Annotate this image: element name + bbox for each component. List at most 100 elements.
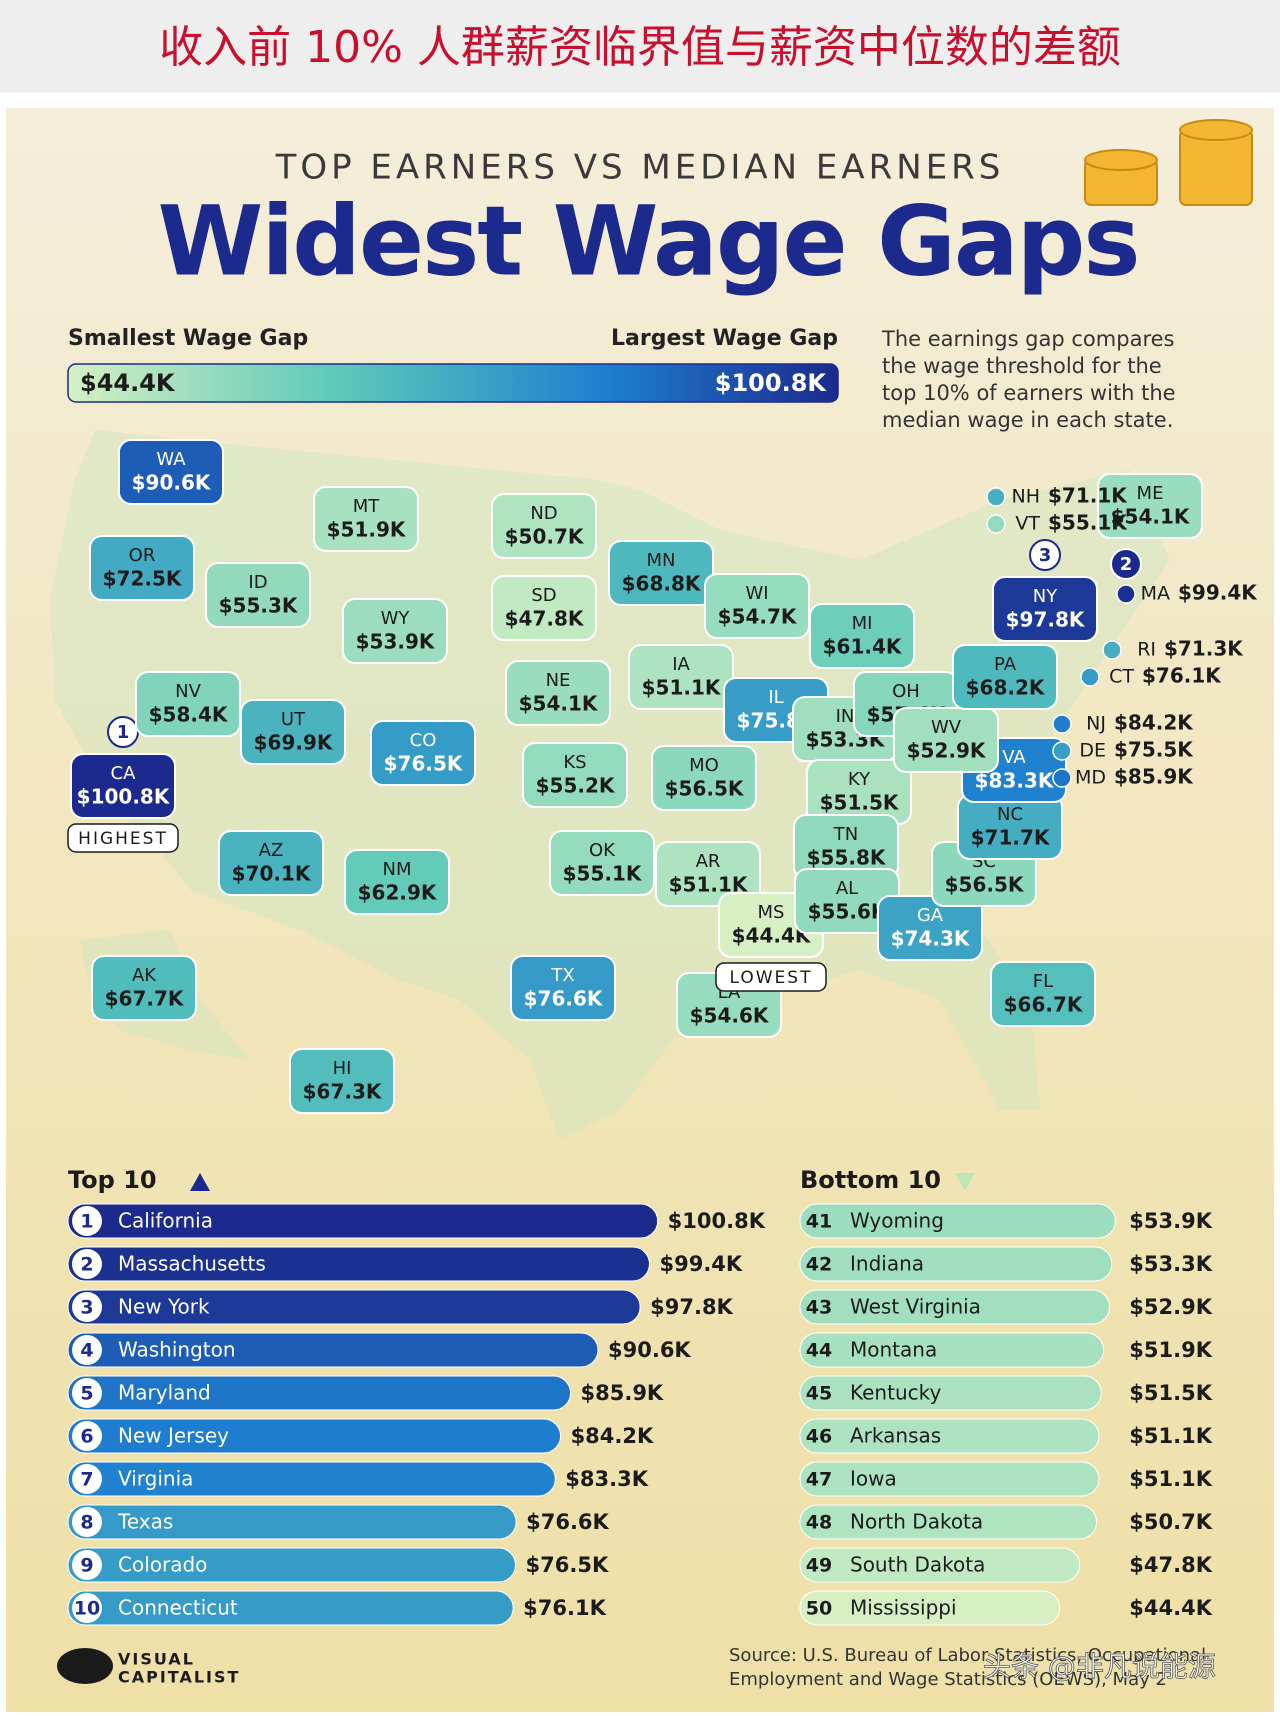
rank-circle (72, 1550, 102, 1580)
rank-circle (72, 1378, 102, 1408)
description-line: the wage threshold for the (882, 354, 1162, 378)
state-code: MT (353, 496, 381, 517)
rank-circle (72, 1249, 102, 1279)
state-tile (240, 699, 346, 765)
state-name: Montana (850, 1338, 937, 1362)
state-name: Indiana (850, 1252, 924, 1276)
state-name: Texas (117, 1510, 173, 1534)
state-value: $54.1K (519, 692, 599, 716)
bar (67, 1375, 572, 1411)
state-value: $76.5K (384, 752, 464, 776)
legend-min-value: $44.4K (80, 369, 176, 397)
header-title: 收入前 10% 人群薪资临界值与薪资中位数的差额 (159, 22, 1121, 73)
bar (67, 1289, 641, 1325)
state-swatch (1052, 741, 1072, 761)
state-swatch (1052, 714, 1072, 734)
state-code: AL (836, 878, 858, 899)
state-name: New York (118, 1295, 210, 1319)
rank: 49 (806, 1555, 832, 1577)
state-value: $55.6K (808, 900, 888, 924)
state-tile (370, 720, 476, 786)
state-swatch (1080, 667, 1100, 687)
state-code: CA (111, 763, 137, 784)
state-swatch (986, 514, 1006, 534)
state-code: IL (768, 687, 783, 708)
rank: 4 (80, 1340, 93, 1362)
state-value: $67.3K (303, 1080, 383, 1104)
state-code: SD (531, 585, 556, 606)
state-value: $66.7K (1004, 993, 1084, 1017)
bar (799, 1461, 1100, 1497)
state-name: Arkansas (850, 1424, 941, 1448)
state-tile (651, 745, 757, 811)
state-tile (549, 830, 655, 896)
state-value: $74.3K (891, 927, 971, 951)
state-code: KS (563, 752, 586, 773)
state-code: VA (1002, 747, 1026, 768)
state-tile (877, 895, 983, 961)
bar (799, 1504, 1098, 1540)
state-value: $55.3K (219, 594, 299, 618)
state-tile (990, 961, 1096, 1027)
bar (799, 1203, 1116, 1239)
bar-value: $99.4K (659, 1252, 742, 1276)
bar-value: $76.1K (523, 1596, 606, 1620)
state-name: Mississippi (850, 1596, 957, 1620)
state-code: CT (1109, 666, 1134, 688)
state-code: WA (156, 449, 186, 470)
bar-value: $53.9K (1129, 1209, 1212, 1233)
state-code: AR (696, 851, 721, 872)
rank: 47 (806, 1469, 832, 1491)
state-name: Colorado (118, 1553, 207, 1577)
state-tile (205, 562, 311, 628)
state-code: NV (175, 681, 201, 702)
state-tile (704, 573, 810, 639)
state-code: IA (672, 654, 690, 675)
state-value: $51.5K (820, 791, 900, 815)
state-code: HI (333, 1058, 352, 1079)
state-name: Massachusetts (118, 1252, 266, 1276)
rank-badge-text: 2 (1120, 554, 1133, 575)
logo-text: VISUAL (118, 1650, 195, 1669)
tag-text: LOWEST (730, 968, 813, 988)
rank: 1 (80, 1211, 93, 1233)
state-value: $67.7K (105, 987, 185, 1011)
state-code: IN (836, 706, 855, 727)
rank-circle (72, 1421, 102, 1451)
kicker: TOP EARNERS VS MEDIAN EARNERS (275, 148, 1005, 188)
state-value: $76.1K (1142, 664, 1222, 688)
bar-value: $97.8K (650, 1295, 733, 1319)
logo-icon (57, 1648, 113, 1684)
rank: 6 (80, 1426, 93, 1448)
state-value: $99.4K (1178, 581, 1258, 605)
state-tile (118, 439, 224, 505)
bar-value: $53.3K (1129, 1252, 1212, 1276)
description-line: top 10% of earners with the (882, 381, 1176, 405)
rank: 48 (806, 1512, 832, 1534)
legend-max-label: Largest Wage Gap (611, 326, 838, 351)
state-code: TX (550, 965, 574, 986)
source-line: Employment and Wage Statistics (OEWS), M… (729, 1669, 1167, 1690)
bar-value: $51.9K (1129, 1338, 1212, 1362)
state-tile (313, 486, 419, 552)
state-code: AZ (259, 840, 284, 861)
rank: 9 (80, 1555, 93, 1577)
state-code: PA (994, 654, 1017, 675)
bar-value: $84.2K (571, 1424, 654, 1448)
logo-text: CAPITALIST (118, 1668, 240, 1687)
tag-box (715, 962, 827, 992)
rank: 50 (806, 1598, 832, 1620)
state-tile (89, 535, 195, 601)
state-tile (992, 576, 1098, 642)
rank-circle (72, 1593, 102, 1623)
coins (1084, 119, 1253, 206)
rank: 46 (806, 1426, 832, 1448)
description-line: median wage in each state. (882, 408, 1173, 432)
rank-badge (1110, 548, 1142, 580)
state-value: $55.8K (807, 846, 887, 870)
state-value: $55.1K (563, 862, 643, 886)
state-value: $47.8K (505, 607, 585, 631)
rank-badge-text: 1 (117, 722, 130, 743)
